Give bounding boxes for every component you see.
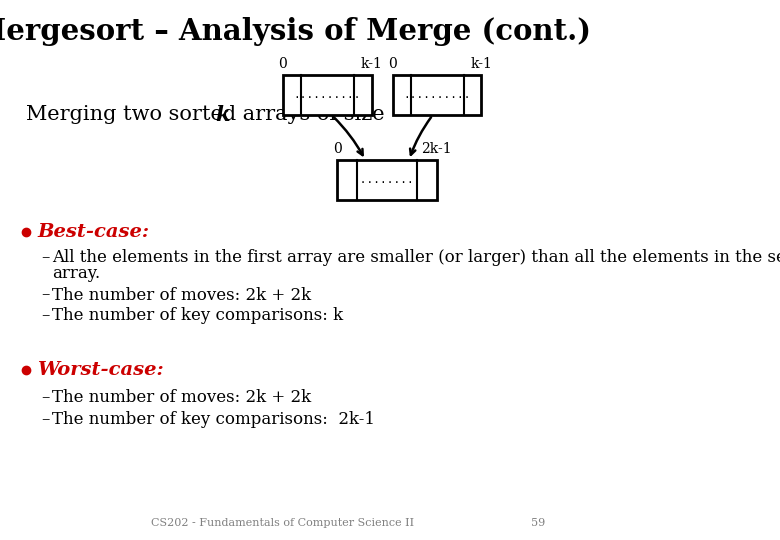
- Text: –: –: [41, 411, 50, 429]
- Text: The number of moves: 2k + 2k: The number of moves: 2k + 2k: [52, 287, 311, 303]
- Text: ..........: ..........: [403, 90, 471, 100]
- Bar: [338, 160, 437, 200]
- Text: ..........: ..........: [353, 175, 421, 185]
- Text: The number of key comparisons:  2k-1: The number of key comparisons: 2k-1: [52, 411, 375, 429]
- Text: Best-case:: Best-case:: [37, 223, 150, 241]
- Text: 0: 0: [333, 142, 342, 156]
- Text: k: k: [215, 105, 229, 125]
- Text: –: –: [41, 307, 50, 325]
- Text: The number of key comparisons: k: The number of key comparisons: k: [52, 307, 343, 325]
- Text: –: –: [41, 389, 50, 407]
- Text: CS202 - Fundamentals of Computer Science II: CS202 - Fundamentals of Computer Science…: [151, 518, 414, 528]
- Text: 0: 0: [388, 57, 397, 71]
- Text: –: –: [41, 249, 50, 267]
- Text: k-1: k-1: [360, 57, 382, 71]
- Text: ..........: ..........: [293, 90, 361, 100]
- Text: 59: 59: [531, 518, 545, 528]
- Bar: [283, 75, 371, 115]
- Text: –: –: [41, 287, 50, 303]
- Text: Worst-case:: Worst-case:: [37, 361, 165, 379]
- Bar: [393, 75, 481, 115]
- Text: array.: array.: [52, 265, 101, 281]
- Text: Merging two sorted arrays of size: Merging two sorted arrays of size: [26, 105, 392, 125]
- Text: The number of moves: 2k + 2k: The number of moves: 2k + 2k: [52, 389, 311, 407]
- Text: Mergesort – Analysis of Merge (cont.): Mergesort – Analysis of Merge (cont.): [0, 17, 591, 46]
- Text: 0: 0: [278, 57, 287, 71]
- Text: 2k-1: 2k-1: [421, 142, 452, 156]
- Text: k-1: k-1: [470, 57, 492, 71]
- Text: All the elements in the first array are smaller (or larger) than all the element: All the elements in the first array are …: [52, 249, 780, 267]
